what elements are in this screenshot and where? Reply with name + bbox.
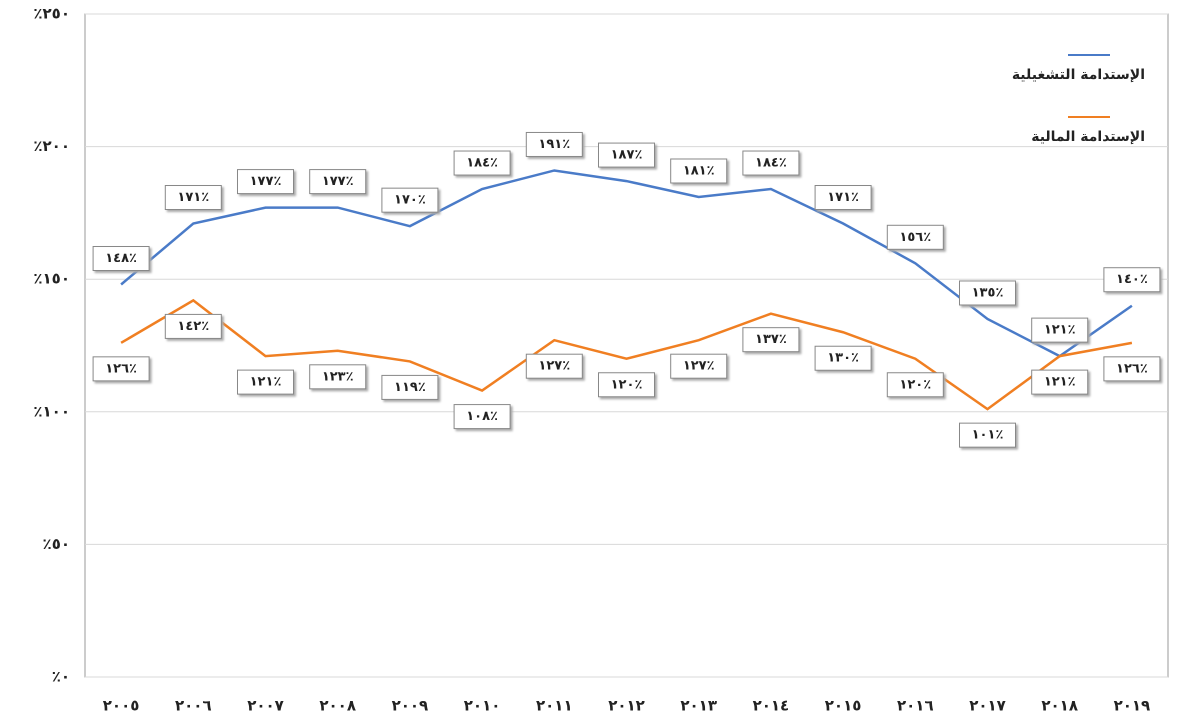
series-line bbox=[120, 169, 1133, 358]
data-label: ١٤٠٪ bbox=[1116, 272, 1148, 287]
data-label: ١٧٠٪ bbox=[394, 193, 426, 208]
data-label-box bbox=[598, 372, 655, 398]
y-tick-label: ٪٠ bbox=[52, 668, 70, 686]
data-label-box bbox=[164, 185, 222, 211]
data-label: ١٠١٪ bbox=[972, 428, 1004, 443]
data-label: ١٢٦٪ bbox=[1116, 361, 1148, 376]
x-tick-label: ٢٠٠٧ bbox=[247, 697, 284, 715]
data-label: ١٢٧٪ bbox=[683, 359, 715, 374]
data-label: ١٢٠٪ bbox=[899, 377, 931, 392]
x-tick-label: ٢٠١٧ bbox=[969, 697, 1006, 715]
data-label-box bbox=[670, 158, 728, 184]
data-label: ١٧١٪ bbox=[827, 190, 859, 205]
data-label: ١٧١٪ bbox=[177, 190, 209, 205]
data-label-box bbox=[525, 353, 583, 379]
plot-frame bbox=[84, 13, 1169, 678]
data-label: ١٠٨٪ bbox=[466, 409, 498, 424]
data-label-box bbox=[381, 374, 439, 400]
x-tick-label: ٢٠٠٦ bbox=[175, 697, 212, 715]
data-label-box bbox=[1103, 267, 1161, 293]
data-label-box bbox=[886, 224, 944, 250]
data-label: ١٨٤٪ bbox=[466, 156, 498, 171]
x-tick-label: ٢٠١٨ bbox=[1041, 697, 1078, 715]
data-label-box bbox=[598, 142, 655, 168]
data-label: ١٣٠٪ bbox=[827, 351, 859, 366]
data-label: ١٢٠٪ bbox=[611, 377, 643, 392]
data-label: ١٢٦٪ bbox=[105, 361, 137, 376]
y-tick-label: ٪٥٠ bbox=[43, 535, 70, 553]
data-label: ١٢١٪ bbox=[1044, 323, 1076, 338]
data-label-box bbox=[453, 404, 511, 430]
data-label: ١٤٨٪ bbox=[105, 251, 137, 266]
data-label-box bbox=[1103, 356, 1161, 382]
data-label-box bbox=[381, 187, 439, 213]
data-label-box bbox=[814, 185, 872, 211]
data-label-box bbox=[959, 422, 1016, 448]
data-label-box bbox=[92, 356, 150, 382]
data-label: ١٨١٪ bbox=[683, 163, 715, 178]
data-label-box bbox=[742, 150, 800, 176]
x-tick-label: ٢٠١٦ bbox=[897, 697, 934, 715]
legend-label: الإستدامة المالية bbox=[1031, 129, 1145, 145]
data-label-box bbox=[1031, 369, 1089, 395]
data-label-box bbox=[814, 345, 872, 371]
data-label: ١٩١٪ bbox=[538, 137, 570, 152]
data-label-box bbox=[1031, 317, 1089, 343]
x-tick-label: ٢٠١٩ bbox=[1114, 697, 1151, 715]
data-label: ١٢١٪ bbox=[1044, 375, 1076, 390]
data-label: ١٥٦٪ bbox=[899, 230, 931, 245]
x-tick-label: ٢٠١٥ bbox=[825, 697, 862, 715]
x-tick-label: ٢٠٠٥ bbox=[103, 697, 140, 715]
x-tick-label: ٢٠١٤ bbox=[753, 697, 790, 715]
y-tick-label: ٪٢٠٠ bbox=[33, 137, 70, 155]
data-label-box bbox=[237, 169, 294, 195]
data-label-box bbox=[886, 372, 944, 398]
data-label-box bbox=[309, 364, 367, 390]
data-label: ١٤٢٪ bbox=[177, 319, 209, 334]
data-label: ١٧٧٪ bbox=[322, 174, 354, 189]
data-label: ١١٩٪ bbox=[394, 380, 426, 395]
data-label: ١٧٧٪ bbox=[250, 174, 282, 189]
data-label: ١٨٤٪ bbox=[755, 156, 787, 171]
data-label-box bbox=[525, 131, 583, 157]
data-label-box bbox=[670, 353, 728, 379]
data-label-box bbox=[453, 150, 511, 176]
data-label: ١٢٧٪ bbox=[538, 359, 570, 374]
x-tick-label: ٢٠١٠ bbox=[464, 697, 501, 715]
data-label: ١٢٣٪ bbox=[322, 369, 354, 384]
y-tick-label: ٪١٠٠ bbox=[33, 402, 70, 420]
data-label-box bbox=[309, 169, 367, 195]
data-label-box bbox=[92, 246, 150, 272]
x-tick-label: ٢٠٠٨ bbox=[319, 697, 356, 715]
data-label-box bbox=[237, 369, 294, 395]
x-tick-label: ٢٠٠٩ bbox=[392, 697, 429, 715]
data-label-box bbox=[164, 313, 222, 339]
series-line bbox=[120, 298, 1133, 411]
y-tick-label: ٪١٥٠ bbox=[33, 270, 70, 288]
legend-label: الإستدامة التشغيلية bbox=[1012, 67, 1145, 83]
y-tick-label: ٪٢٥٠ bbox=[33, 5, 70, 23]
data-label: ١٣٥٪ bbox=[972, 285, 1004, 300]
data-label: ١٢١٪ bbox=[250, 375, 282, 390]
x-tick-label: ٢٠١٣ bbox=[680, 697, 717, 715]
data-label-box bbox=[742, 327, 800, 353]
x-tick-label: ٢٠١١ bbox=[536, 697, 573, 715]
x-tick-label: ٢٠١٢ bbox=[608, 697, 645, 715]
data-label-box bbox=[959, 280, 1016, 306]
data-label: ١٨٧٪ bbox=[611, 148, 643, 163]
data-label: ١٣٧٪ bbox=[755, 332, 787, 347]
